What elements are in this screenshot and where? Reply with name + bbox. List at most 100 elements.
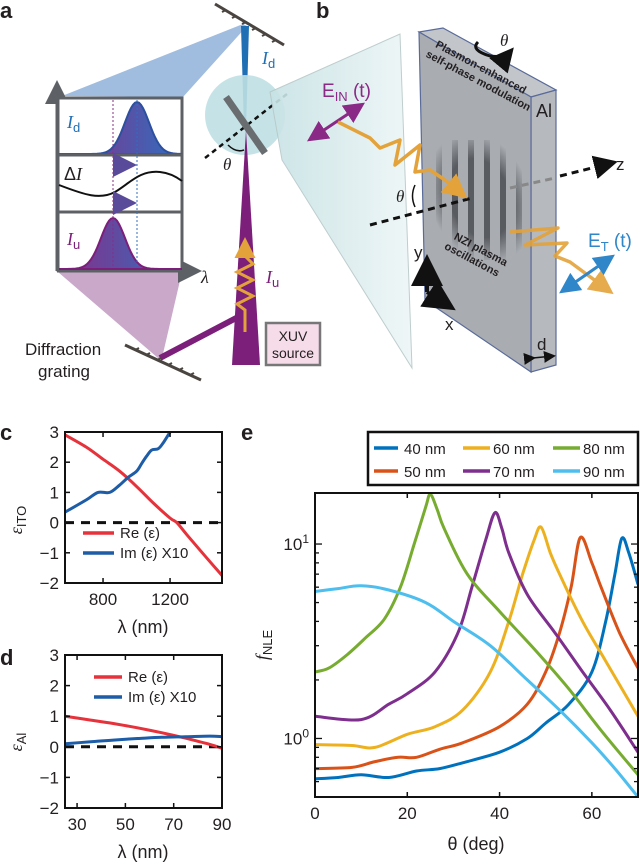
angle-arc xyxy=(227,144,245,152)
plot-frame xyxy=(64,431,223,584)
x-tick-label: 90 xyxy=(213,815,232,834)
y-tick-label: 2 xyxy=(50,677,59,696)
grating-label-line2: grating xyxy=(38,362,90,381)
plot-frame xyxy=(314,492,639,798)
panel-label-e: e xyxy=(241,420,253,445)
y-axis-label-c: εITO xyxy=(6,506,29,535)
y-tick-label: 3 xyxy=(50,646,59,665)
y-tick-label: −2 xyxy=(40,574,59,593)
x-tick-label: 30 xyxy=(68,815,87,834)
sample-slab xyxy=(223,94,268,156)
x-tick-label: 60 xyxy=(582,804,601,823)
y-tick-label: 2 xyxy=(50,453,59,472)
x-axis-label-d: λ (nm) xyxy=(118,842,169,862)
legend-label: 70 nm xyxy=(493,464,535,481)
x-tick-label: 40 xyxy=(490,804,509,823)
y-tick-label: −1 xyxy=(40,768,59,787)
normal-dashed-line xyxy=(369,196,473,227)
y-tick-label: −1 xyxy=(40,544,59,563)
y-tick-label: 1 xyxy=(50,483,59,502)
legend-d: Re (ε) Im (ε) X10 xyxy=(94,669,196,706)
x-axis-label-c: λ (nm) xyxy=(118,617,169,637)
series-line-im-x10 xyxy=(65,734,222,746)
lambda-axis-label: λ xyxy=(200,267,209,287)
series-line-90-nm xyxy=(315,584,638,797)
beam-id-label: Id xyxy=(261,48,275,71)
y-tick-label: 101 xyxy=(283,532,309,554)
series-line-80-nm xyxy=(315,493,638,776)
incident-pulse-wave xyxy=(337,120,468,199)
beam-to-grating xyxy=(158,313,242,361)
series-line-70-nm xyxy=(315,511,638,754)
blue-projection-fan xyxy=(62,24,247,97)
chart-epsilon-al: d εAl λ (nm) Re (ε) Im (ε) X10 30 50 70 90−… xyxy=(0,645,231,862)
thickness-arrow xyxy=(523,350,556,365)
chart-fnle-vs-theta: e fNLE θ (deg) 40 nm 50 nm 60 nm 70 nm 80 nm… xyxy=(241,420,640,854)
legend-label: 60 nm xyxy=(493,441,535,458)
theta-label-side: θ xyxy=(396,187,404,206)
legend-e: 40 nm 50 nm 60 nm 70 nm 80 nm 90 nm xyxy=(366,430,640,487)
series-line-50-nm xyxy=(315,535,638,771)
thickness-label: d xyxy=(537,335,546,354)
x-axis-arrow xyxy=(420,279,456,311)
panel-label-c: c xyxy=(0,420,12,445)
id-spectrum-label: Id xyxy=(66,112,80,135)
y-tick-label: −2 xyxy=(40,799,59,818)
legend-label: 90 nm xyxy=(583,464,625,481)
material-label: Al xyxy=(536,101,552,121)
xuv-pulse-wave xyxy=(233,237,257,332)
x-tick-label: 50 xyxy=(116,815,135,834)
y-axis-label-d: εAl xyxy=(6,733,29,752)
y-tick-label: 1 xyxy=(50,707,59,726)
panel-label-d: d xyxy=(0,645,13,670)
legend-label-im: Im (ε) X10 xyxy=(128,689,196,706)
theta-label-top: θ xyxy=(500,31,508,50)
x-axis-label: x xyxy=(445,315,454,334)
y-axis-label: y xyxy=(414,243,423,262)
panel-label-a: a xyxy=(0,0,13,23)
x-axis-label-e: θ (deg) xyxy=(447,834,504,854)
legend-c: Re (ε) Im (ε) X10 xyxy=(83,525,188,562)
series-line-40-nm xyxy=(315,536,638,781)
plasma-oscillation-stripes xyxy=(436,140,522,260)
difference-curve xyxy=(58,170,183,197)
theta-label-a: θ xyxy=(223,155,231,174)
angle-arc xyxy=(411,184,416,208)
z-axis xyxy=(559,155,618,180)
incident-polarization-arrow xyxy=(307,102,365,142)
x-tick-label: 800 xyxy=(89,590,117,609)
x-tick-label: 1200 xyxy=(151,590,189,609)
plot-frame xyxy=(64,654,223,809)
y-tick-label: 100 xyxy=(283,726,309,748)
x-tick-label: 0 xyxy=(310,804,319,823)
series-line-60-nm xyxy=(315,525,638,750)
y-tick-label: 0 xyxy=(50,738,59,757)
series-line-re xyxy=(65,433,222,577)
transmitted-polarization-arrow xyxy=(559,254,615,294)
series-line-im-x10 xyxy=(65,432,172,514)
legend-label: 80 nm xyxy=(583,441,625,458)
legend-label-im: Im (ε) X10 xyxy=(120,545,188,562)
legend-box xyxy=(366,430,640,487)
xuv-source-box: XUV source xyxy=(264,321,322,367)
rotation-arrow-icon xyxy=(474,40,514,74)
purple-projection-fan xyxy=(58,272,182,358)
beam-iu-label: Iu xyxy=(265,267,279,290)
legend-label: 40 nm xyxy=(404,441,446,458)
legend-label: 50 nm xyxy=(404,464,446,481)
legend-label-re: Re (ε) xyxy=(120,525,160,542)
series-line-re xyxy=(65,714,222,750)
legend-label-re: Re (ε) xyxy=(128,669,168,686)
panel-a-diagram: a Id θ Iu XUV source Diffr xyxy=(0,0,322,382)
delta-i-label: ΔI xyxy=(64,164,83,184)
z-axis-inside-slab xyxy=(509,176,556,190)
panel-b-diagram: b Plasmon-enhanced self-phase modulation… xyxy=(269,0,632,374)
e-t-label: ET (t) xyxy=(588,231,632,254)
sample-region-circle xyxy=(205,75,285,155)
y-tick-label: 3 xyxy=(50,423,59,442)
y-tick-label: 0 xyxy=(50,514,59,533)
x-tick-label: 70 xyxy=(164,815,183,834)
beam-zoom-fan xyxy=(269,33,413,370)
iu-spectrum-label: Iu xyxy=(66,229,80,252)
